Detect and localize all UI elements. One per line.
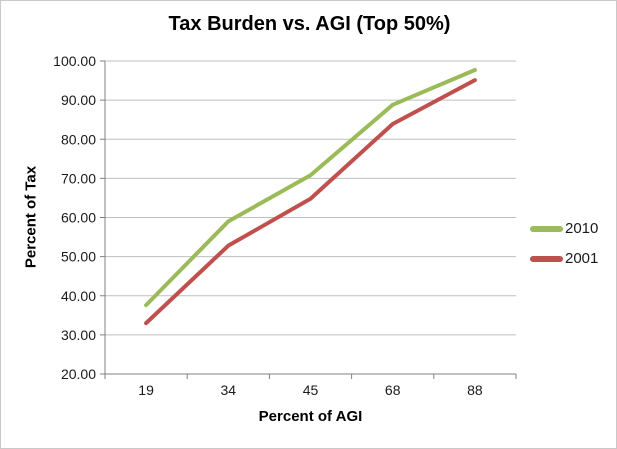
y-tick-label: 20.00 <box>61 366 96 382</box>
x-axis-title: Percent of AGI <box>258 408 363 425</box>
x-tick-label: 68 <box>385 382 401 398</box>
y-tick-label: 40.00 <box>61 288 96 304</box>
legend-swatch-icon <box>530 256 563 262</box>
legend: 2010 2001 <box>530 219 598 279</box>
y-tick-label: 80.00 <box>61 131 96 147</box>
x-tick-label: 88 <box>467 382 483 398</box>
y-tick-label: 100.00 <box>53 53 96 69</box>
legend-swatch-icon <box>530 226 563 232</box>
legend-item-2010: 2010 <box>530 219 598 239</box>
x-tick-label: 19 <box>138 382 154 398</box>
y-tick-label: 30.00 <box>61 327 96 343</box>
x-tick-label: 45 <box>303 382 319 398</box>
y-tick-label: 90.00 <box>61 92 96 108</box>
y-tick-label: 50.00 <box>61 249 96 265</box>
series-line-2001 <box>144 78 477 326</box>
series-line-2010 <box>144 67 477 308</box>
y-tick-label: 70.00 <box>61 170 96 186</box>
legend-item-2001: 2001 <box>530 249 598 269</box>
y-axis-title: Percent of Tax <box>22 165 40 269</box>
chart-title: Tax Burden vs. AGI (Top 50%) <box>168 13 451 35</box>
legend-label: 2001 <box>565 250 599 267</box>
x-tick-label: 34 <box>221 382 237 398</box>
legend-label: 2010 <box>565 220 599 237</box>
y-tick-label: 60.00 <box>61 210 96 226</box>
